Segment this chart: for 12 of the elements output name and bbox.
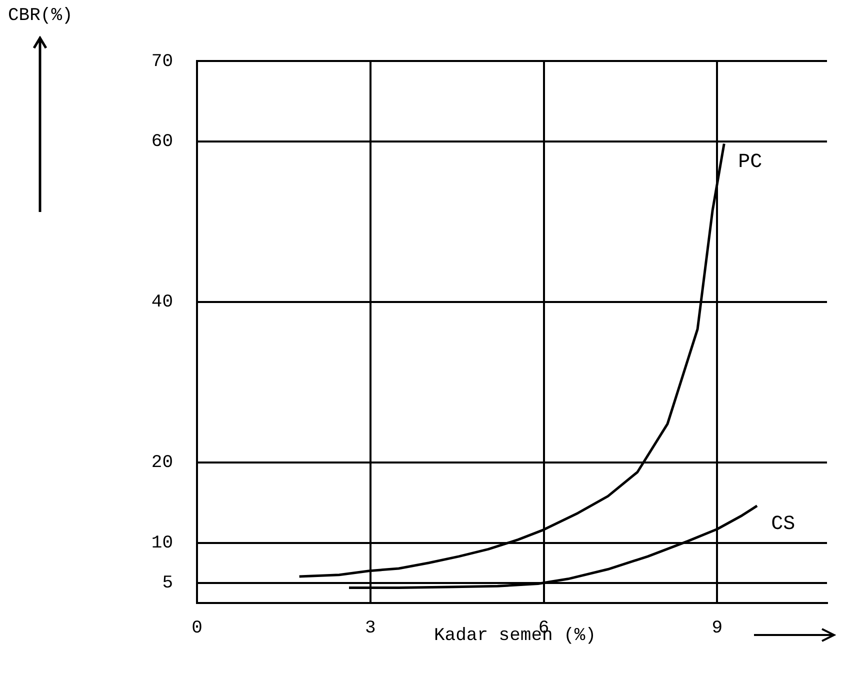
y-tick-label: 10 [151,534,173,554]
y-tick-label: 60 [151,132,173,152]
y-tick-label: 20 [151,453,173,474]
x-tick-label: 3 [364,618,376,639]
series-label: CS [771,513,796,536]
x-tick-label: 0 [192,618,202,639]
y-tick-label: 70 [151,52,173,72]
y-tick-label: 5 [162,574,173,594]
y-tick-label: 40 [151,292,173,313]
series-label: PC [738,151,762,174]
y-axis-title: CBR(%) [8,6,73,26]
x-tick-label: 9 [712,618,723,639]
